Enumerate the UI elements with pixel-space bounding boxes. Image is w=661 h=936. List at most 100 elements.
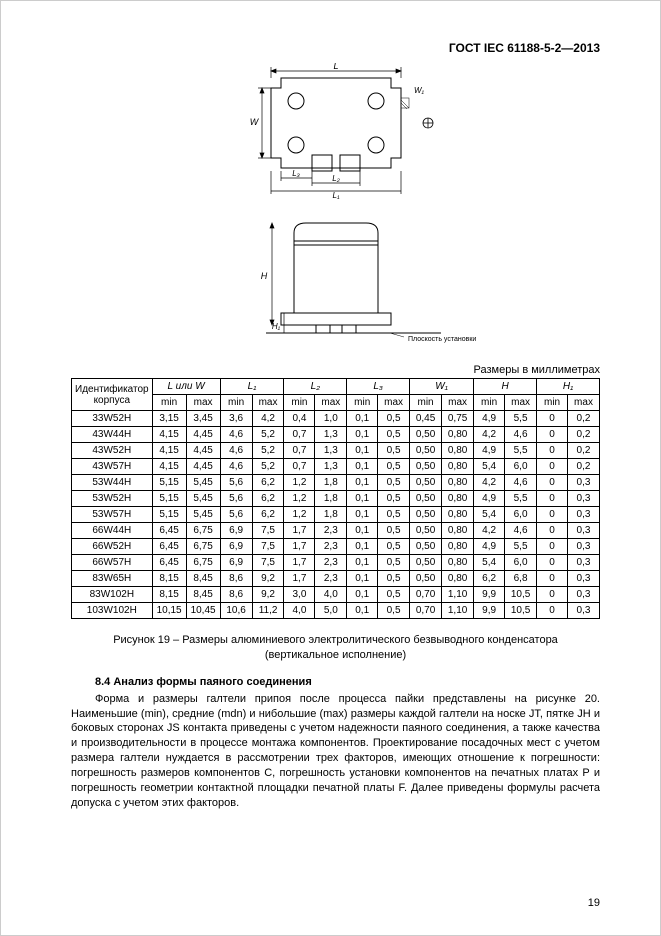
dim-W1-top: W₁ xyxy=(414,86,425,95)
cell-value: 6,0 xyxy=(505,555,537,571)
cell-value: 5,4 xyxy=(474,555,505,571)
cell-value: 1,3 xyxy=(315,443,347,459)
cell-value: 0,50 xyxy=(410,571,442,587)
cell-ident: 83W65H xyxy=(72,571,153,587)
doc-header: ГОСТ IEC 61188-5-2—2013 xyxy=(71,41,600,55)
figure-19-diagram: L W W₁ L₃ L₂ L₁ xyxy=(71,63,600,356)
cell-value: 0,50 xyxy=(410,475,442,491)
th-sub: min xyxy=(474,395,505,411)
cell-value: 0,5 xyxy=(378,491,410,507)
cell-value: 10,45 xyxy=(186,603,220,619)
cell-ident: 66W44H xyxy=(72,523,153,539)
cell-ident: 66W52H xyxy=(72,539,153,555)
cell-value: 4,0 xyxy=(315,587,347,603)
cell-value: 0,50 xyxy=(410,427,442,443)
cell-value: 1,7 xyxy=(284,539,315,555)
th-group: L₁ xyxy=(220,379,284,395)
cell-ident: 83W102H xyxy=(72,587,153,603)
cell-value: 0,80 xyxy=(442,443,474,459)
cell-value: 5,2 xyxy=(252,427,284,443)
cell-value: 4,6 xyxy=(220,427,252,443)
cell-value: 8,6 xyxy=(220,587,252,603)
cell-value: 0,1 xyxy=(347,411,378,427)
table-row: 66W57H6,456,756,97,51,72,30,10,50,500,80… xyxy=(72,555,600,571)
cell-value: 2,3 xyxy=(315,523,347,539)
cell-value: 0 xyxy=(537,603,568,619)
cell-value: 0,1 xyxy=(347,603,378,619)
cell-value: 0,70 xyxy=(410,603,442,619)
cell-value: 7,5 xyxy=(252,555,284,571)
cell-value: 0 xyxy=(537,411,568,427)
cell-value: 0 xyxy=(537,571,568,587)
table-row: 83W65H8,158,458,69,21,72,30,10,50,500,80… xyxy=(72,571,600,587)
cell-value: 0,1 xyxy=(347,587,378,603)
cell-value: 6,2 xyxy=(252,475,284,491)
cell-value: 5,6 xyxy=(220,507,252,523)
cell-value: 5,5 xyxy=(505,411,537,427)
cell-value: 0,3 xyxy=(568,491,600,507)
cell-value: 0,80 xyxy=(442,571,474,587)
cell-value: 5,5 xyxy=(505,539,537,555)
cell-value: 4,6 xyxy=(220,443,252,459)
th-sub: max xyxy=(252,395,284,411)
cell-value: 0,70 xyxy=(410,587,442,603)
dim-H: H xyxy=(260,271,267,281)
table-row: 66W52H6,456,756,97,51,72,30,10,50,500,80… xyxy=(72,539,600,555)
cell-value: 0,5 xyxy=(378,571,410,587)
dimensions-table: Идентификатор корпуса L или W L₁ L₂ L₃ W… xyxy=(71,378,600,619)
cell-value: 4,6 xyxy=(505,427,537,443)
cell-value: 2,3 xyxy=(315,571,347,587)
cell-value: 6,2 xyxy=(474,571,505,587)
cell-value: 4,9 xyxy=(474,491,505,507)
cell-value: 1,2 xyxy=(284,475,315,491)
cell-ident: 103W102H xyxy=(72,603,153,619)
cell-value: 6,45 xyxy=(152,539,186,555)
cell-value: 5,5 xyxy=(505,443,537,459)
cell-value: 5,4 xyxy=(474,459,505,475)
cell-value: 8,15 xyxy=(152,587,186,603)
cell-value: 2,3 xyxy=(315,539,347,555)
cell-value: 8,6 xyxy=(220,571,252,587)
cell-value: 4,6 xyxy=(505,523,537,539)
cell-value: 1,7 xyxy=(284,523,315,539)
cell-value: 4,9 xyxy=(474,539,505,555)
cell-value: 0,75 xyxy=(442,411,474,427)
cell-value: 8,15 xyxy=(152,571,186,587)
cell-value: 5,15 xyxy=(152,491,186,507)
cell-value: 0,5 xyxy=(378,427,410,443)
table-row: 53W44H5,155,455,66,21,21,80,10,50,500,80… xyxy=(72,475,600,491)
cell-ident: 33W52H xyxy=(72,411,153,427)
cell-value: 0,7 xyxy=(284,443,315,459)
cell-value: 9,2 xyxy=(252,571,284,587)
cell-value: 4,6 xyxy=(220,459,252,475)
cell-value: 0,80 xyxy=(442,459,474,475)
dim-W: W xyxy=(249,117,259,127)
th-sub: min xyxy=(284,395,315,411)
cell-value: 4,45 xyxy=(186,459,220,475)
cell-value: 0,5 xyxy=(378,411,410,427)
cell-value: 9,9 xyxy=(474,587,505,603)
cell-value: 4,15 xyxy=(152,459,186,475)
cell-value: 6,9 xyxy=(220,539,252,555)
cell-value: 0,3 xyxy=(568,555,600,571)
cell-value: 5,15 xyxy=(152,475,186,491)
cell-value: 6,9 xyxy=(220,555,252,571)
cell-value: 0,2 xyxy=(568,411,600,427)
figure-caption: Рисунок 19 – Размеры алюминиевого электр… xyxy=(71,633,600,664)
cell-value: 0 xyxy=(537,443,568,459)
table-row: 66W44H6,456,756,97,51,72,30,10,50,500,80… xyxy=(72,523,600,539)
cell-ident: 53W44H xyxy=(72,475,153,491)
cell-value: 3,6 xyxy=(220,411,252,427)
table-row: 43W57H4,154,454,65,20,71,30,10,50,500,80… xyxy=(72,459,600,475)
cell-value: 6,45 xyxy=(152,555,186,571)
cell-value: 0,2 xyxy=(568,443,600,459)
cell-value: 6,0 xyxy=(505,459,537,475)
cell-value: 4,2 xyxy=(474,523,505,539)
cell-value: 0 xyxy=(537,555,568,571)
cell-value: 2,3 xyxy=(315,555,347,571)
table-row: 43W44H4,154,454,65,20,71,30,10,50,500,80… xyxy=(72,427,600,443)
th-sub: max xyxy=(568,395,600,411)
cell-value: 1,2 xyxy=(284,507,315,523)
table-row: 53W52H5,155,455,66,21,21,80,10,50,500,80… xyxy=(72,491,600,507)
cell-value: 0 xyxy=(537,475,568,491)
